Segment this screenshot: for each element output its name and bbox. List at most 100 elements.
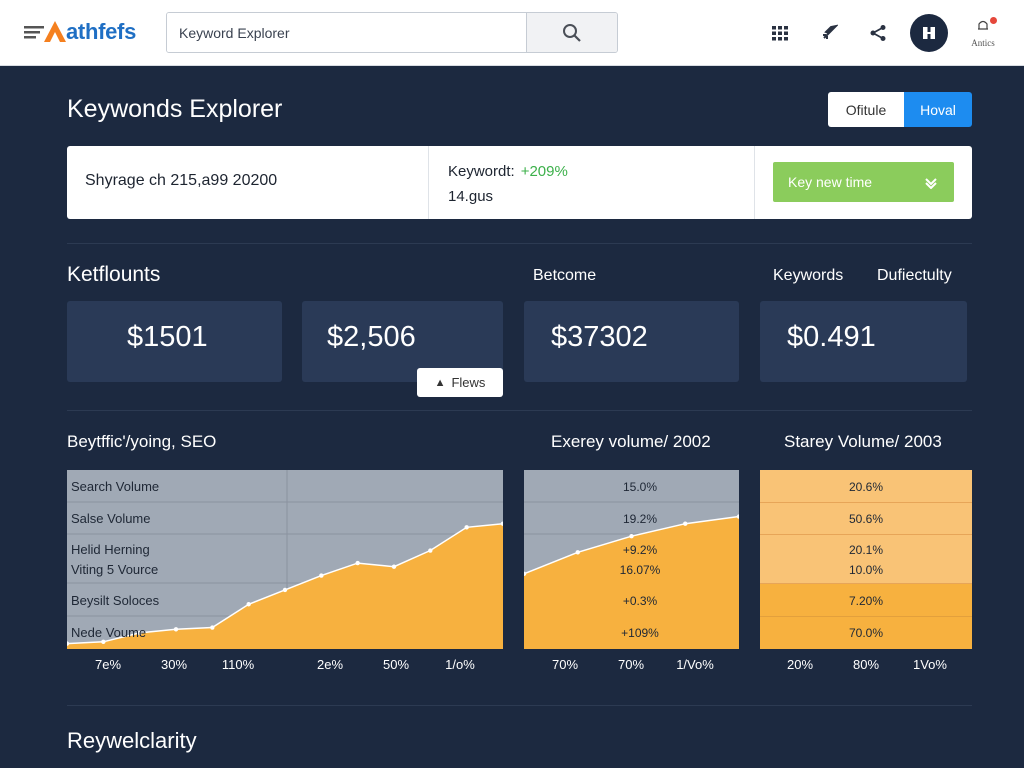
data-point [282, 587, 288, 593]
x-tick-label: 80% [852, 657, 880, 672]
metric-value: $2,506 [327, 321, 416, 353]
traffic-area-chart [67, 470, 503, 649]
logo-mark-icon [24, 18, 66, 46]
grid-line [760, 583, 972, 584]
row-label: Salse Volume [71, 511, 151, 526]
alerts-label: Antics [971, 38, 995, 48]
x-tick-label: 1Vo% [913, 657, 947, 672]
metric-card[interactable]: $0.491 [760, 301, 967, 382]
keyword-change-row: Keywordt: +209% [448, 163, 568, 180]
metric-card[interactable]: $37302 [524, 301, 739, 382]
grid-line [760, 502, 972, 503]
data-point [391, 564, 397, 569]
section-divider [67, 410, 972, 411]
flows-label: Flews [451, 375, 486, 390]
data-point [524, 571, 527, 577]
data-point [355, 560, 360, 566]
grid-line [760, 616, 972, 617]
app-logo[interactable]: athfefs [24, 18, 136, 46]
data-point [464, 525, 469, 530]
rocket-button[interactable] [816, 20, 842, 46]
bell-icon [978, 20, 988, 30]
x-tick-label: 50% [382, 657, 410, 672]
section-divider [67, 243, 972, 244]
data-point [67, 641, 70, 646]
x-tick-label: 110% [221, 657, 255, 672]
chart-title-volume-2002: Exerey volume/ 2002 [551, 432, 711, 451]
data-point [500, 521, 503, 526]
area-fill [67, 523, 503, 649]
x-tick-label: 2e% [316, 657, 344, 672]
cell-value: 19.2% [622, 512, 658, 526]
cell-value: 70.0% [848, 626, 884, 640]
cell-value: 7.20% [848, 594, 884, 608]
data-point [246, 602, 251, 607]
row-label: Viting 5 Vource [71, 562, 159, 577]
metric-label-betcome: Betcome [533, 267, 597, 284]
keyword-change-value: +209% [520, 163, 568, 180]
chart-title-traffic: Beytffic'/yoing, SEO [67, 432, 217, 451]
chevron-up-icon: ▲ [434, 376, 446, 389]
user-avatar[interactable] [910, 14, 948, 52]
grid-apps-button[interactable] [767, 20, 793, 46]
data-point [575, 550, 580, 555]
grid-icon [772, 26, 788, 41]
section-divider [67, 705, 972, 706]
alerts-button[interactable]: Antics [966, 17, 1000, 50]
data-point [683, 521, 688, 526]
data-point [319, 573, 324, 578]
rocket-icon [823, 24, 838, 39]
cell-value: 20.1% [848, 543, 884, 557]
row-label: Search Volume [71, 479, 160, 494]
data-point [736, 514, 739, 519]
data-point [101, 639, 106, 645]
flows-button[interactable]: ▲ Flews [417, 368, 503, 397]
share-button[interactable] [865, 20, 891, 46]
x-tick-label: 30% [160, 657, 188, 672]
metrics-section-title: Ketflounts [67, 263, 161, 286]
toggle-option-active[interactable]: Hoval [904, 92, 972, 127]
cell-value: 10.0% [848, 563, 884, 577]
top-navigation-bar: athfefs [0, 0, 1024, 66]
keyword-label: Keywordt: [448, 163, 515, 180]
metric-card[interactable]: $1501 [67, 301, 282, 382]
share-icon [870, 25, 886, 41]
chart-title-volume-2003: Starey Volume/ 2003 [784, 432, 942, 451]
chevron-down-icon [925, 178, 937, 189]
divider [754, 146, 755, 219]
chart-panel-volume-2002: 15.0% 19.2% +9.2% 16.07% +0.3% +109% [524, 470, 739, 649]
keyword-sub-value: 14.gus [448, 188, 494, 205]
volume-2002-area-chart [524, 501, 739, 649]
notification-dot [990, 17, 997, 24]
search-input[interactable] [167, 13, 526, 52]
metric-value: $0.491 [787, 321, 876, 353]
grid-line [760, 534, 972, 535]
metric-value: $1501 [127, 321, 208, 353]
avatar-icon [923, 27, 935, 39]
cell-value: +9.2% [622, 543, 658, 557]
metric-label-difficulty: Dufiectulty [877, 267, 952, 284]
cell-value: 20.6% [848, 480, 884, 494]
data-point [428, 548, 433, 553]
row-label: Beysilt Soloces [71, 593, 160, 608]
chart-panel-volume-2003: 20.6% 50.6% 20.1% 10.0% 7.20% 70.0% [760, 470, 972, 649]
key-new-time-button[interactable]: Key new time [773, 162, 954, 202]
cell-value: 50.6% [848, 512, 884, 526]
x-tick-label: 70% [617, 657, 645, 672]
summary-stat: Shyrage ch 215,a99 20200 [85, 172, 278, 189]
view-toggle: Ofitule Hoval [828, 92, 972, 127]
x-tick-label: 1/o% [445, 657, 475, 672]
x-tick-label: 7e% [94, 657, 122, 672]
app-name: athfefs [66, 19, 137, 44]
cell-value: 16.07% [619, 563, 661, 577]
toggle-option-outline[interactable]: Ofitule [828, 92, 904, 127]
divider [428, 146, 429, 219]
data-point [137, 630, 142, 636]
section-title-keyword-clarity: Reywelclarity [67, 728, 197, 753]
search-button[interactable] [526, 13, 617, 52]
data-point [210, 625, 215, 630]
metric-value: $37302 [551, 321, 648, 353]
page-title: Keywonds Explorer [67, 95, 283, 123]
key-new-time-label: Key new time [788, 174, 873, 190]
chart-panel-traffic: Search Volume Salse Volume Helid Herning… [67, 470, 503, 649]
